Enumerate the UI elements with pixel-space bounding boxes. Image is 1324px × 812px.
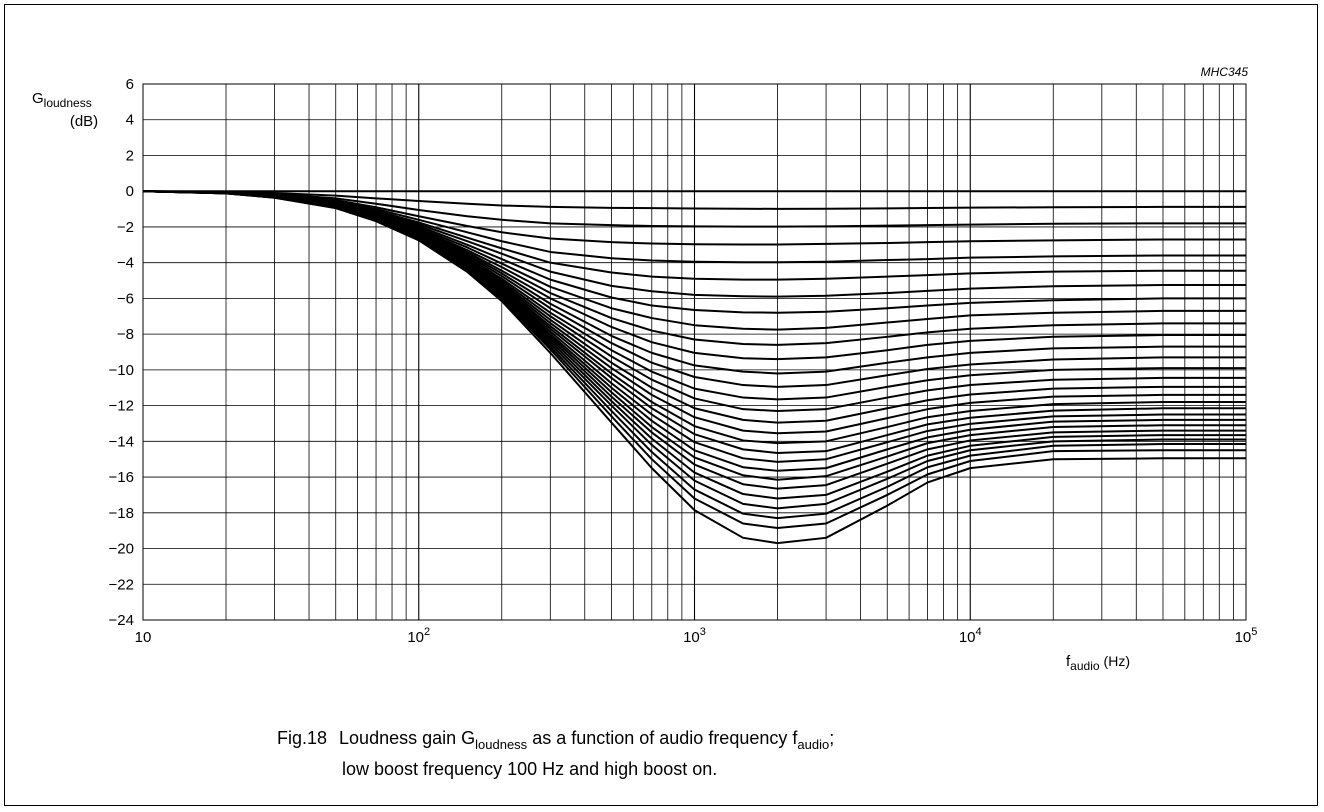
series-line-2 bbox=[142, 190, 1246, 210]
y-tick-label: −12 bbox=[109, 398, 134, 415]
figure-reference: MHC345 bbox=[1201, 65, 1249, 79]
series-line-4 bbox=[142, 190, 1246, 246]
x-tick-label: 10 bbox=[135, 629, 152, 646]
y-tick-label: −14 bbox=[109, 433, 134, 450]
y-tick-label: 4 bbox=[126, 112, 134, 129]
y-tick-label: −8 bbox=[117, 326, 134, 343]
y-axis-unit: (dB) bbox=[70, 113, 98, 130]
y-tick-label: −22 bbox=[109, 576, 134, 593]
y-tick-label: −6 bbox=[117, 290, 134, 307]
y-axis-label: Gloudness bbox=[32, 90, 92, 110]
y-tick-label: −24 bbox=[109, 612, 134, 629]
x-tick-label: 105 bbox=[1235, 626, 1258, 646]
x-tick-label: 102 bbox=[407, 626, 430, 646]
series-line-28 bbox=[142, 190, 1246, 545]
y-tick-label: −18 bbox=[109, 505, 134, 522]
figure-frame bbox=[4, 4, 1318, 806]
series-line-5 bbox=[142, 190, 1246, 264]
y-tick-label: 0 bbox=[126, 183, 134, 200]
y-tick-label: −16 bbox=[109, 469, 134, 486]
grid bbox=[142, 83, 1247, 621]
figure-caption-line2: low boost frequency 100 Hz and high boos… bbox=[342, 759, 717, 779]
x-tick-label: 104 bbox=[959, 626, 982, 646]
figure-caption-line1: Fig.18 Loudness gain Gloudness as a funct… bbox=[277, 728, 834, 752]
y-tick-labels: 6 4 2 0 −2 −4 −6 −8 −10 −12 −14 −16 −18 −20 −22 −24 bbox=[109, 76, 134, 629]
x-axis-label: faudio (Hz) bbox=[1066, 653, 1130, 673]
y-tick-label: 6 bbox=[126, 76, 134, 93]
y-tick-label: −2 bbox=[117, 219, 134, 236]
y-tick-label: 2 bbox=[126, 147, 134, 164]
series-line-3 bbox=[142, 190, 1246, 228]
y-tick-label: −20 bbox=[109, 541, 134, 558]
y-tick-label: −4 bbox=[117, 255, 134, 272]
x-tick-label: 103 bbox=[683, 626, 706, 646]
series-group bbox=[142, 190, 1246, 545]
y-tick-label: −10 bbox=[109, 362, 134, 379]
x-tick-labels: 10 102 103 104 105 bbox=[135, 626, 1258, 646]
